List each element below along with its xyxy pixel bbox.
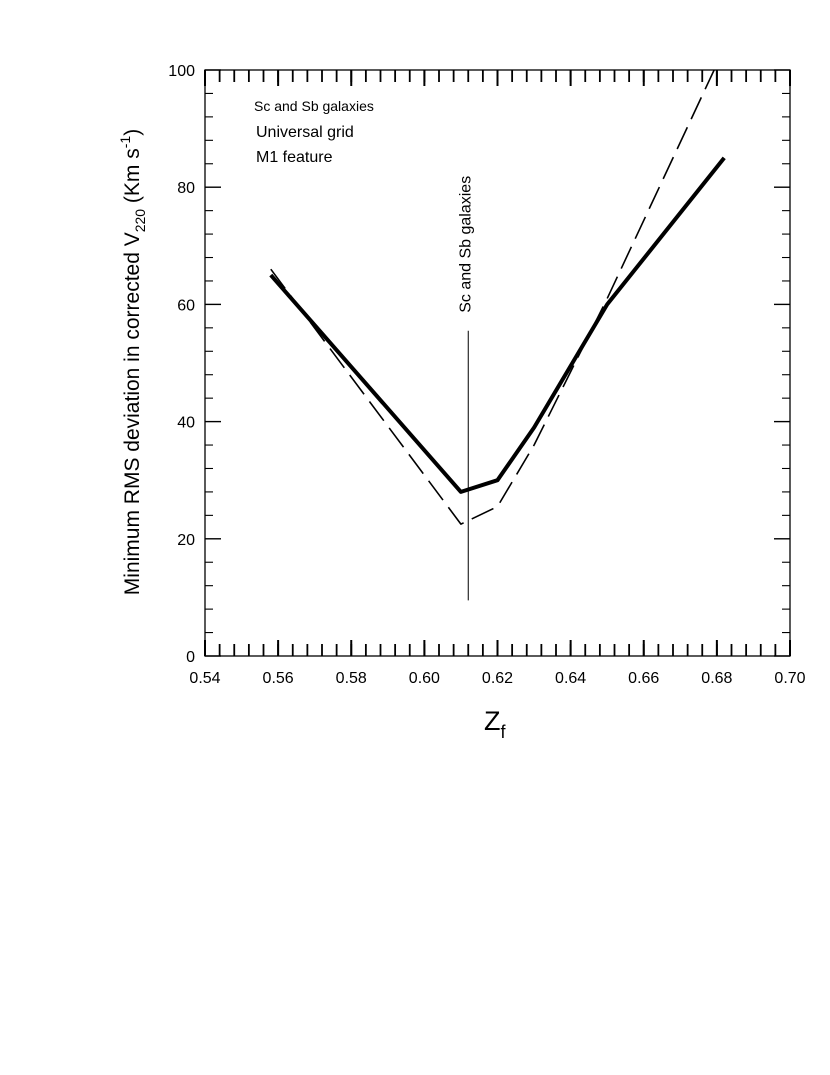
y-tick-label: 20 bbox=[177, 532, 195, 549]
series-group bbox=[269, 70, 726, 525]
series-line-dashed bbox=[270, 70, 716, 525]
y-tick-label: 100 bbox=[168, 63, 195, 80]
x-tick-label: 0.60 bbox=[409, 670, 440, 687]
y-tick-label: 80 bbox=[177, 180, 195, 197]
x-tick-label: 0.62 bbox=[482, 670, 513, 687]
series-line-solid bbox=[269, 156, 726, 494]
y-tick-label: 0 bbox=[186, 649, 195, 666]
y-tick-labels: 0 20 40 60 80 100 bbox=[168, 63, 195, 666]
x-tick-label: 0.64 bbox=[555, 670, 586, 687]
annotation-feature: M1 feature bbox=[256, 149, 333, 166]
x-tick-labels: 0.54 0.56 0.58 0.60 0.62 0.64 0.66 0.68 0.70 bbox=[189, 670, 805, 687]
y-tick-label: 60 bbox=[177, 297, 195, 314]
x-tick-label: 0.70 bbox=[774, 670, 805, 687]
x-tick-label: 0.56 bbox=[263, 670, 294, 687]
x-tick-label: 0.54 bbox=[189, 670, 220, 687]
annotation-grid: Universal grid bbox=[256, 124, 354, 141]
x-axis-label: Zf bbox=[484, 706, 507, 742]
annotation-sample: Sc and Sb galaxies bbox=[254, 98, 374, 114]
sc-sb-marker: Sc and Sb galaxies bbox=[457, 176, 474, 601]
major-ticks bbox=[204, 69, 791, 657]
y-axis-label: Minimum RMS deviation in corrected V220 … bbox=[117, 129, 148, 595]
y-tick-label: 40 bbox=[177, 415, 195, 432]
x-tick-label: 0.66 bbox=[628, 670, 659, 687]
marker-vline-label: Sc and Sb galaxies bbox=[457, 176, 474, 313]
x-tick-label: 0.58 bbox=[336, 670, 367, 687]
x-tick-label: 0.68 bbox=[701, 670, 732, 687]
